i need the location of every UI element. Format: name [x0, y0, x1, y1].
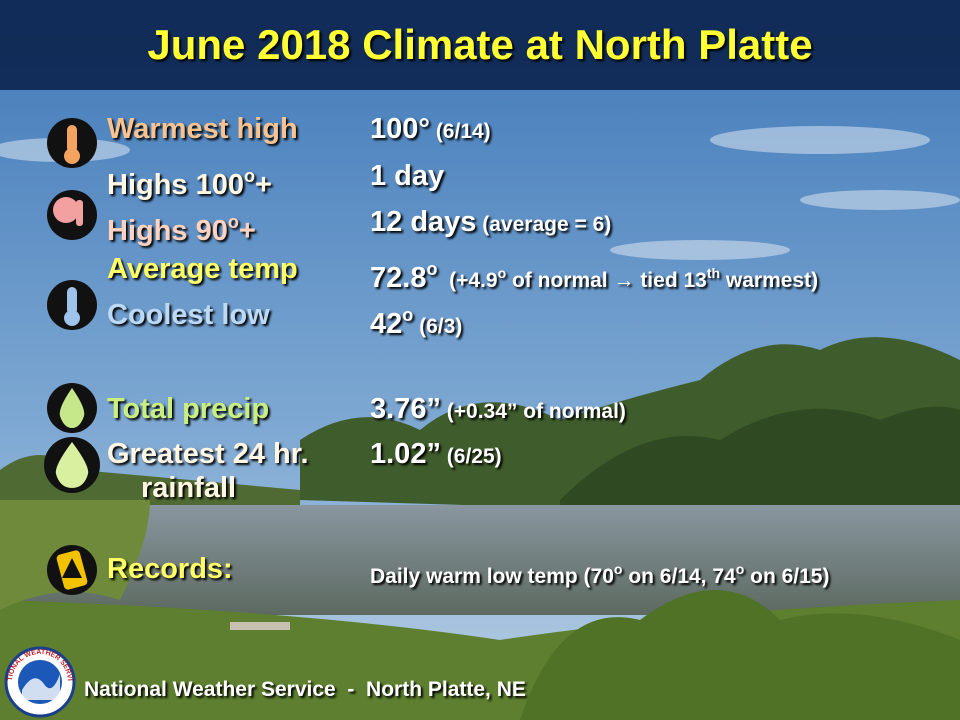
text-piece: Total precip [107, 393, 270, 425]
row-value: 1.02” (6/25) [370, 437, 502, 474]
row-label: Coolest low [107, 298, 270, 332]
row-label: Highs 90o+ [107, 205, 256, 248]
row-value: 1 day [370, 159, 444, 193]
nws-logo: NATIONAL WEATHER SERVICE [0, 0, 76, 718]
text-piece: 1 day [370, 160, 445, 192]
text-piece: o [402, 305, 414, 325]
text-piece: (+4.9 [437, 269, 498, 292]
text-piece: o [426, 259, 438, 279]
text-piece: Daily warm low temp (70 [370, 565, 614, 588]
row-value: 3.76” (+0.34” of normal) [370, 392, 626, 429]
text-piece: 1.02” [370, 438, 441, 470]
text-piece: rainfall [141, 472, 237, 504]
text-piece: o [735, 561, 745, 577]
sun-thermometer-icon [47, 190, 97, 240]
text-piece: o [613, 561, 623, 577]
text-piece: Average temp [107, 253, 298, 285]
text-piece: (6/25) [440, 445, 502, 468]
text-piece: (average = 6) [476, 213, 612, 236]
text-piece: th [706, 265, 721, 281]
row-value: 42o (6/3) [370, 298, 462, 344]
text-piece: 100° [370, 113, 430, 145]
text-piece: (6/14) [429, 120, 491, 143]
row-label: Total precip [107, 392, 269, 426]
footer: National Weather Service - North Platte,… [84, 678, 526, 701]
text-piece: 72.8 [370, 262, 427, 294]
row-label: Records: [107, 552, 233, 586]
text-piece: on 6/15) [744, 565, 830, 588]
text-piece: Warmest high [107, 113, 298, 145]
row-value: Daily warm low temp (70o on 6/14, 74o on… [370, 552, 829, 594]
text-piece: o [497, 265, 507, 281]
text-piece: + [255, 169, 272, 201]
row-value: 72.8o (+4.9o of normal → tied 13th warme… [370, 252, 818, 298]
rain-gauge-icon [47, 383, 97, 433]
text-piece: Highs 100 [107, 169, 244, 201]
text-piece: o [227, 212, 239, 232]
drop-icon [44, 437, 100, 493]
text-piece: 12 days [370, 206, 477, 238]
text-piece: o [244, 166, 255, 186]
text-piece: 3.76” [370, 393, 441, 425]
text-piece: of normal → tied 13 [506, 269, 707, 292]
row-label: Average temp [107, 252, 298, 286]
row-value: 100° (6/14) [370, 112, 491, 149]
text-piece: (6/3) [413, 315, 463, 338]
thermometer-cold-icon [47, 280, 97, 330]
row-label: Highs 100o+ [107, 159, 272, 202]
text-piece: on 6/14, 74 [622, 565, 736, 588]
title-bar [0, 0, 960, 90]
text-piece: Highs 90 [107, 215, 228, 247]
title: June 2018 Climate at North Platte [147, 21, 813, 68]
thermometer-hot-icon [47, 118, 97, 168]
text-piece: Coolest low [107, 299, 270, 331]
text-piece: warmest) [720, 269, 819, 292]
alert-phone-icon [47, 545, 97, 595]
row-value: 12 days (average = 6) [370, 205, 611, 242]
text-piece: Records: [107, 553, 233, 585]
row-label: Greatest 24 hr. rainfall [107, 437, 309, 505]
row-label: Warmest high [107, 112, 298, 146]
text-piece: + [238, 215, 256, 247]
text-piece: (+0.34” of normal) [440, 400, 626, 423]
text-piece: Greatest 24 hr. [107, 438, 309, 470]
text-piece: 42 [370, 308, 403, 340]
